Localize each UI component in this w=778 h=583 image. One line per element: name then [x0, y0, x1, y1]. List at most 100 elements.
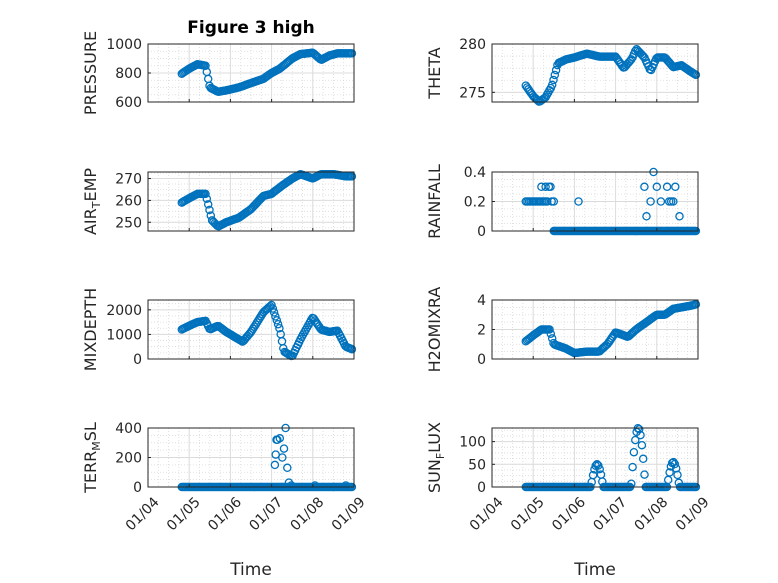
- data-point: [248, 324, 258, 334]
- data-point: [638, 51, 648, 61]
- y-axis-label: H2OMIXRA: [425, 287, 444, 373]
- subplot-h2omixra: 0 2 4 H2OMIXRA: [425, 287, 701, 373]
- subplot-rainfall: 0 0.2 0.4 RAINFALL: [425, 164, 701, 240]
- data-point: [634, 425, 644, 434]
- data-point: [201, 61, 210, 70]
- subplot-sun_flux: 0 50 100 01/04 01/05 01/06 01/07 01/08 01/09 SUNF…: [425, 422, 713, 580]
- data-point: [671, 182, 680, 192]
- data-point: [271, 312, 280, 321]
- data-point: [268, 304, 278, 313]
- y-axis-label: AIRTEMP: [81, 168, 103, 235]
- y-tick-label: 50: [468, 457, 486, 473]
- data-point: [278, 453, 287, 462]
- data-point: [629, 447, 639, 457]
- x-tick-label: 01/06: [549, 494, 589, 534]
- data-point: [669, 197, 678, 206]
- data-point: [549, 75, 558, 85]
- data-point: [283, 463, 292, 473]
- y-axis-label: TERRMSL: [81, 422, 103, 494]
- x-tick-label: 01/04: [123, 494, 163, 534]
- data-point: [347, 172, 357, 181]
- y-tick-label: 0: [133, 480, 142, 496]
- data-point: [254, 316, 263, 325]
- subplot-theta: 275 280 THETA: [425, 37, 701, 106]
- data-point: [546, 182, 555, 192]
- y-tick-label: 0: [477, 352, 486, 368]
- data-point: [574, 197, 583, 206]
- data-point: [347, 49, 357, 58]
- data-point: [270, 460, 280, 470]
- data-point: [549, 197, 559, 206]
- data-point: [279, 344, 288, 353]
- data-point: [656, 197, 666, 206]
- y-tick-label: 4: [477, 293, 486, 309]
- x-tick-label: 01/08: [288, 494, 328, 534]
- data-point: [264, 303, 274, 312]
- data-point: [637, 440, 647, 450]
- data-point: [250, 322, 259, 331]
- y-tick-label: 1000: [106, 327, 142, 343]
- y-tick-label: 0: [477, 480, 486, 496]
- y-tick-label: 260: [115, 193, 142, 209]
- y-tick-label: 270: [115, 172, 142, 188]
- data-point: [252, 318, 262, 327]
- y-tick-label: 0: [477, 224, 486, 240]
- data-point: [201, 189, 210, 199]
- axes-box: [491, 43, 699, 103]
- x-tick-label: 01/06: [205, 494, 245, 534]
- y-axis-label: THETA: [425, 47, 444, 99]
- y-tick-label: 100: [459, 435, 486, 451]
- data-point: [545, 325, 554, 334]
- data-point: [662, 182, 672, 192]
- x-tick-label: 01/05: [508, 494, 548, 534]
- data-point: [640, 470, 649, 479]
- subplot-mixdepth: 0 1000 2000 MIXDEPTH: [81, 288, 357, 371]
- y-tick-label: 0: [133, 352, 142, 368]
- data-point: [272, 316, 282, 325]
- y-tick-label: 1000: [106, 37, 142, 53]
- y-tick-label: 0.2: [464, 195, 486, 211]
- data-point: [255, 314, 264, 323]
- y-tick-label: 275: [459, 85, 486, 101]
- x-tick-label: 01/08: [632, 494, 672, 534]
- axes-box: [491, 427, 699, 488]
- y-axis-label: PRESSURE: [81, 31, 100, 115]
- y-tick-label: 600: [115, 95, 142, 111]
- subplot-air_temp: 250 260 270 AIRTEMP: [81, 168, 357, 235]
- data-point: [279, 444, 289, 453]
- y-axis-label: MIXDEPTH: [81, 288, 100, 371]
- data-point: [275, 323, 284, 333]
- data-point: [546, 329, 556, 338]
- data-point: [652, 182, 662, 192]
- data-point: [547, 80, 557, 90]
- data-point: [588, 470, 598, 480]
- data-point: [202, 194, 212, 204]
- y-tick-label: 800: [115, 66, 142, 82]
- y-tick-label: 280: [459, 37, 486, 53]
- data-point: [675, 212, 684, 221]
- data-point: [636, 430, 645, 440]
- data-point: [642, 212, 651, 221]
- data-point: [592, 460, 602, 469]
- axes-box: [147, 299, 355, 360]
- y-tick-label: 250: [115, 215, 142, 231]
- data-point: [640, 182, 649, 192]
- y-tick-label: 2000: [106, 303, 142, 319]
- x-tick-label: 01/05: [164, 494, 204, 534]
- x-axis-label: Time: [229, 560, 272, 580]
- data-point: [673, 470, 682, 480]
- data-point: [670, 459, 680, 469]
- data-point: [347, 344, 357, 354]
- data-point: [691, 300, 701, 309]
- data-point: [269, 308, 279, 317]
- data-point: [551, 65, 561, 75]
- chart-title: Figure 3 high: [187, 18, 315, 38]
- data-point: [631, 435, 640, 445]
- y-tick-label: 2: [477, 323, 486, 339]
- data-point: [595, 464, 604, 474]
- y-tick-label: 200: [115, 451, 142, 467]
- x-axis-label: Time: [573, 560, 616, 580]
- data-point: [628, 462, 637, 472]
- data-point: [691, 70, 701, 80]
- data-point: [665, 468, 674, 477]
